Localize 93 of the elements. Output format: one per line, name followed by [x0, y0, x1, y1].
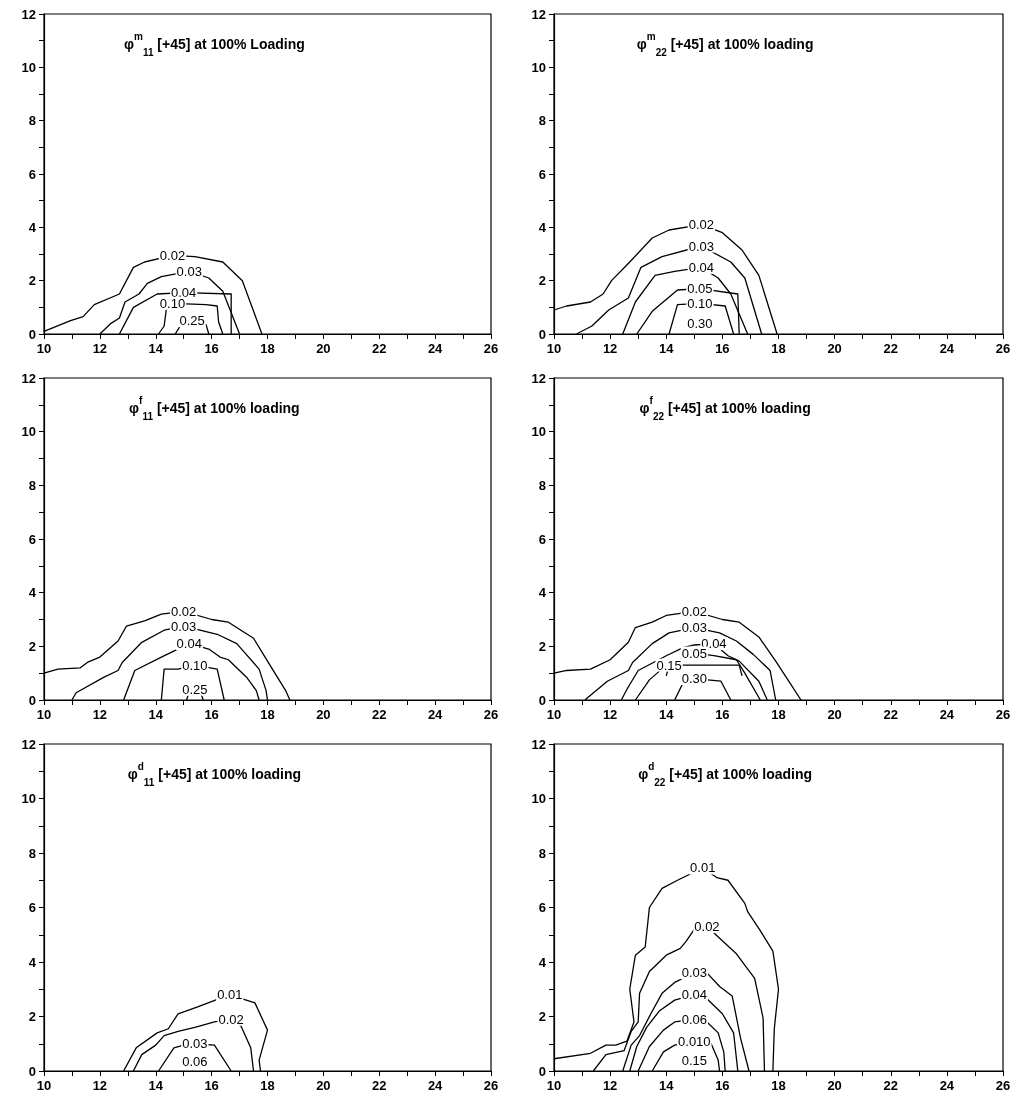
x-tick-label: 20 — [316, 707, 331, 722]
y-tick-label: 2 — [538, 638, 546, 654]
x-tick-label: 18 — [260, 1078, 275, 1093]
x-tick-label: 26 — [483, 707, 499, 722]
y-tick-label: 8 — [538, 845, 546, 861]
y-tick-label: 4 — [538, 219, 547, 235]
x-tick-label: 24 — [939, 707, 955, 722]
y-tick-label: 2 — [28, 638, 36, 654]
y-tick-label: 12 — [531, 736, 546, 752]
x-tick-label: 12 — [92, 1078, 108, 1093]
y-tick-label: 10 — [21, 59, 36, 75]
x-tick-label: 14 — [659, 1078, 675, 1093]
y-tick-label: 8 — [538, 477, 546, 493]
x-tick-label: 18 — [771, 707, 786, 722]
y-tick-label: 12 — [531, 6, 546, 22]
x-tick-label: 22 — [372, 707, 387, 722]
x-tick-label: 24 — [427, 341, 444, 356]
x-tick-label: 12 — [602, 1078, 618, 1093]
x-tick-label: 18 — [771, 341, 786, 356]
x-tick-label: 16 — [204, 341, 219, 356]
y-tick-label: 10 — [531, 59, 546, 75]
y-tick-label: 6 — [28, 531, 36, 547]
y-tick-label: 2 — [538, 1009, 546, 1024]
y-tick-label: 10 — [531, 791, 546, 806]
y-tick-label: 12 — [21, 6, 36, 22]
x-tick-label: 20 — [827, 1078, 842, 1093]
y-tick-label: 0 — [538, 326, 546, 342]
y-tick-label: 6 — [538, 531, 546, 547]
y-tick-label: 12 — [531, 370, 546, 386]
y-tick-label: 4 — [28, 954, 37, 970]
y-tick-label: 2 — [538, 273, 546, 289]
x-tick-label: 20 — [316, 1078, 331, 1093]
y-tick-label: 10 — [531, 424, 546, 440]
y-tick-label: 6 — [28, 900, 36, 915]
x-tick-label: 26 — [483, 341, 499, 356]
x-tick-label: 26 — [483, 1078, 499, 1093]
x-tick-label: 14 — [148, 707, 164, 722]
y-tick-label: 4 — [28, 219, 37, 235]
x-tick-label: 20 — [827, 707, 842, 722]
y-tick-label: 0 — [28, 326, 36, 342]
y-tick-label: 8 — [28, 845, 36, 861]
x-tick-label: 20 — [316, 341, 331, 356]
x-tick-label: 16 — [204, 707, 219, 722]
y-tick-label: 2 — [28, 1009, 36, 1024]
x-tick-label: 14 — [148, 341, 164, 356]
x-tick-label: 22 — [883, 1078, 898, 1093]
x-tick-label: 16 — [715, 1078, 730, 1093]
y-tick-label: 2 — [28, 273, 36, 289]
annotation: 0.15 — [681, 1053, 707, 1069]
x-tick-label: 24 — [939, 341, 955, 356]
x-tick-label: 18 — [260, 341, 275, 356]
y-tick-label: 0 — [28, 692, 36, 708]
annotation: 0.06 — [182, 1053, 208, 1069]
x-tick-label: 14 — [659, 341, 675, 356]
y-tick-label: 6 — [28, 166, 36, 182]
x-tick-label: 12 — [602, 341, 618, 356]
x-tick-label: 16 — [204, 1078, 219, 1093]
x-tick-label: 12 — [92, 707, 108, 722]
y-tick-label: 6 — [538, 900, 546, 915]
y-tick-label: 0 — [538, 1063, 546, 1079]
x-tick-label: 22 — [883, 707, 898, 722]
x-tick-label: 20 — [827, 341, 842, 356]
x-tick-label: 26 — [995, 707, 1011, 722]
x-tick-label: 22 — [372, 341, 387, 356]
y-tick-label: 0 — [28, 1063, 36, 1079]
x-tick-label: 24 — [939, 1078, 955, 1093]
y-tick-label: 6 — [538, 166, 546, 182]
x-tick-label: 14 — [148, 1078, 164, 1093]
x-tick-label: 22 — [372, 1078, 387, 1093]
x-tick-label: 24 — [427, 707, 444, 722]
y-tick-label: 8 — [28, 113, 36, 129]
y-tick-label: 8 — [538, 113, 546, 129]
y-tick-label: 8 — [28, 477, 36, 493]
x-tick-label: 26 — [995, 341, 1011, 356]
y-tick-label: 10 — [21, 791, 36, 806]
y-tick-label: 12 — [21, 736, 36, 752]
y-tick-label: 12 — [21, 370, 36, 386]
x-tick-label: 18 — [260, 707, 275, 722]
y-tick-label: 4 — [538, 954, 547, 970]
x-tick-label: 14 — [659, 707, 675, 722]
y-tick-label: 4 — [538, 585, 547, 601]
x-tick-label: 22 — [883, 341, 898, 356]
x-tick-label: 26 — [995, 1078, 1011, 1093]
x-tick-label: 16 — [715, 341, 730, 356]
annotation: 0.30 — [687, 315, 713, 331]
x-tick-label: 12 — [92, 341, 108, 356]
y-tick-label: 4 — [28, 585, 37, 601]
x-tick-label: 16 — [715, 707, 730, 722]
y-tick-label: 0 — [538, 692, 546, 708]
x-tick-label: 24 — [427, 1078, 444, 1093]
x-tick-label: 18 — [771, 1078, 786, 1093]
x-tick-label: 12 — [602, 707, 618, 722]
y-tick-label: 10 — [21, 424, 36, 440]
